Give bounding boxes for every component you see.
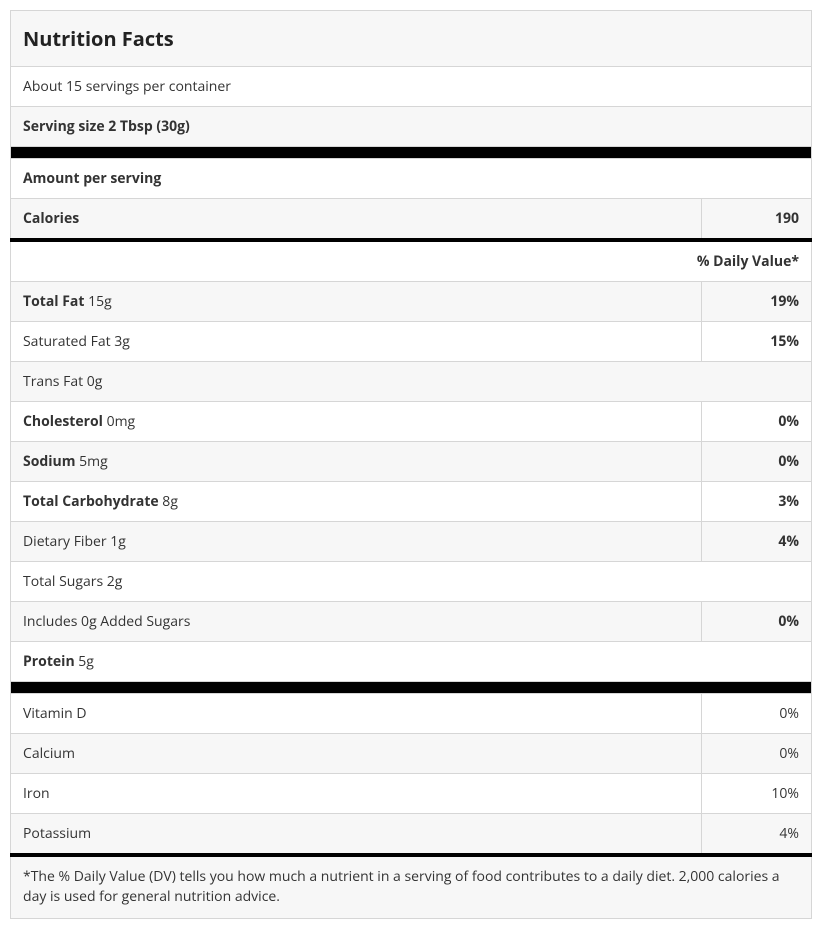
vitamin-label: Calcium [11,734,702,774]
servings-cell: About 15 servings per container [11,67,812,107]
nutrient-dv: 0% [702,602,812,642]
dv-header-cell: % Daily Value* [11,240,812,282]
nutrient-row: Saturated Fat 3g15% [11,322,812,362]
amount-per-serving-row: Amount per serving [11,159,812,199]
nutrient-row: Protein 5g [11,642,812,682]
nutrient-row: Total Carbohydrate 8g3% [11,482,812,522]
amount-per-serving-cell: Amount per serving [11,159,812,199]
calories-row: Calories 190 [11,199,812,241]
nutrient-dv: 0% [702,402,812,442]
nutrient-label-cell: Dietary Fiber 1g [11,522,702,562]
thick-divider-2 [11,682,812,694]
vitamin-row: Vitamin D0% [11,694,812,734]
servings-row: About 15 servings per container [11,67,812,107]
nutrient-dv: 19% [702,282,812,322]
nutrient-dv: 3% [702,482,812,522]
vitamin-dv: 0% [702,694,812,734]
footnote-row: *The % Daily Value (DV) tells you how mu… [11,855,812,918]
nutrient-label: Protein [23,652,75,671]
nutrient-label: Total Carbohydrate [23,492,159,511]
nutrient-dv: 15% [702,322,812,362]
thick-divider-1 [11,147,812,159]
nutrient-row: Cholesterol 0mg0% [11,402,812,442]
nutrient-row: Total Sugars 2g [11,562,812,602]
nutrient-label: Cholesterol [23,412,103,431]
vitamins-body: Vitamin D0%Calcium0%Iron10%Potassium4% [11,694,812,856]
serving-size-row: Serving size 2 Tbsp (30g) [11,107,812,147]
dv-header-row: % Daily Value* [11,240,812,282]
nutrient-label-cell: Trans Fat 0g [11,362,812,402]
vitamin-dv: 10% [702,774,812,814]
nutrient-row: Total Fat 15g19% [11,282,812,322]
title-row: Nutrition Facts [11,11,812,67]
title-cell: Nutrition Facts [11,11,812,67]
nutrient-row: Includes 0g Added Sugars0% [11,602,812,642]
nutrition-facts-table: Nutrition Facts About 15 servings per co… [10,10,812,919]
vitamin-row: Calcium0% [11,734,812,774]
nutrient-label-cell: Includes 0g Added Sugars [11,602,702,642]
nutrient-label-cell: Sodium 5mg [11,442,702,482]
vitamin-row: Iron10% [11,774,812,814]
nutrient-label: Total Fat [23,292,84,311]
vitamin-dv: 4% [702,814,812,856]
vitamin-row: Potassium4% [11,814,812,856]
nutrient-label-cell: Cholesterol 0mg [11,402,702,442]
serving-size-cell: Serving size 2 Tbsp (30g) [11,107,812,147]
vitamin-label: Vitamin D [11,694,702,734]
nutrient-label: Sodium [23,452,75,471]
nutrient-label-cell: Saturated Fat 3g [11,322,702,362]
vitamin-dv: 0% [702,734,812,774]
nutrient-label-cell: Total Fat 15g [11,282,702,322]
nutrient-dv: 0% [702,442,812,482]
calories-label: Calories [11,199,702,241]
calories-value: 190 [702,199,812,241]
nutrients-body: Total Fat 15g19%Saturated Fat 3g15%Trans… [11,282,812,682]
nutrient-label-cell: Total Carbohydrate 8g [11,482,702,522]
footnote-cell: *The % Daily Value (DV) tells you how mu… [11,855,812,918]
vitamin-label: Iron [11,774,702,814]
nutrient-row: Dietary Fiber 1g4% [11,522,812,562]
nutrient-label-cell: Total Sugars 2g [11,562,812,602]
vitamin-label: Potassium [11,814,702,856]
nutrient-row: Sodium 5mg0% [11,442,812,482]
nutrient-label-cell: Protein 5g [11,642,812,682]
nutrient-row: Trans Fat 0g [11,362,812,402]
nutrient-dv: 4% [702,522,812,562]
